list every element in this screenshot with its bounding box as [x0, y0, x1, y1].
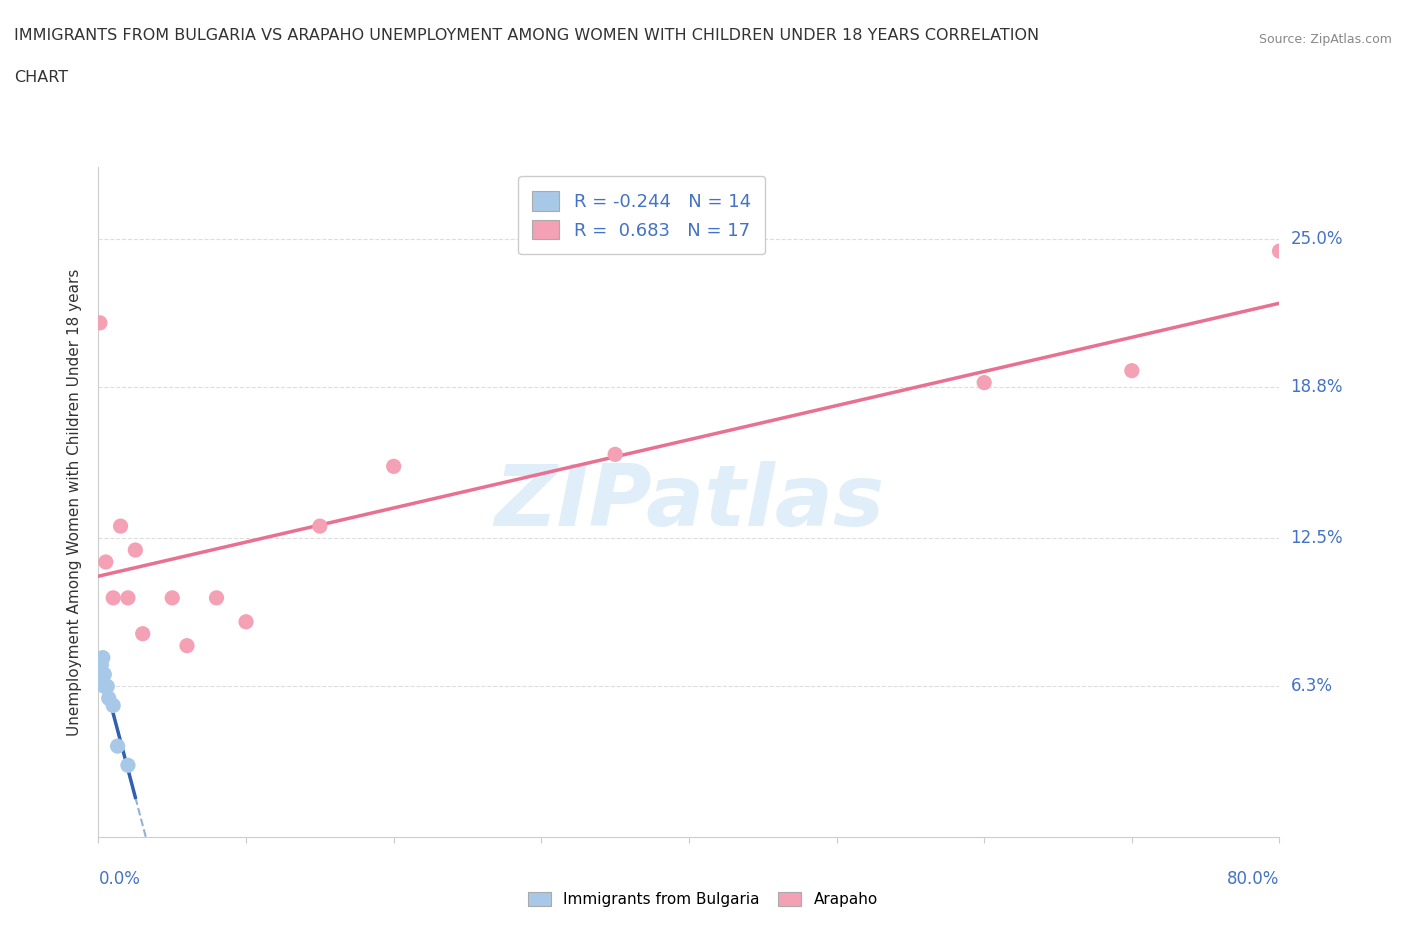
- Point: [117, 758, 139, 773]
- Point: [176, 638, 198, 653]
- Text: 18.8%: 18.8%: [1291, 379, 1343, 396]
- Legend: R = -0.244   N = 14, R =  0.683   N = 17: R = -0.244 N = 14, R = 0.683 N = 17: [517, 177, 765, 254]
- Point: [382, 458, 405, 473]
- Point: [89, 315, 111, 330]
- Point: [90, 667, 112, 682]
- Point: [93, 667, 115, 682]
- Point: [91, 650, 114, 665]
- Point: [1121, 364, 1143, 379]
- Text: 12.5%: 12.5%: [1291, 529, 1343, 547]
- Text: 25.0%: 25.0%: [1291, 230, 1343, 248]
- Point: [309, 519, 332, 534]
- Text: 80.0%: 80.0%: [1227, 870, 1279, 888]
- Point: [103, 591, 125, 605]
- Point: [117, 591, 139, 605]
- Legend: Immigrants from Bulgaria, Arapaho: Immigrants from Bulgaria, Arapaho: [522, 885, 884, 913]
- Point: [132, 626, 155, 641]
- Text: CHART: CHART: [14, 70, 67, 85]
- Point: [110, 519, 132, 534]
- Point: [973, 375, 995, 390]
- Point: [93, 679, 115, 694]
- Point: [94, 554, 117, 569]
- Point: [96, 679, 118, 694]
- Point: [90, 658, 112, 672]
- Y-axis label: Unemployment Among Women with Children Under 18 years: Unemployment Among Women with Children U…: [67, 269, 83, 736]
- Point: [97, 691, 120, 706]
- Point: [124, 542, 146, 557]
- Point: [205, 591, 228, 605]
- Point: [89, 658, 111, 672]
- Point: [162, 591, 183, 605]
- Point: [235, 615, 257, 630]
- Text: Source: ZipAtlas.com: Source: ZipAtlas.com: [1258, 33, 1392, 46]
- Point: [94, 679, 117, 694]
- Point: [605, 447, 627, 462]
- Text: ZIPatlas: ZIPatlas: [494, 460, 884, 544]
- Point: [103, 698, 125, 713]
- Point: [91, 667, 114, 682]
- Text: 0.0%: 0.0%: [98, 870, 141, 888]
- Point: [1268, 244, 1291, 259]
- Text: 6.3%: 6.3%: [1291, 677, 1333, 696]
- Text: IMMIGRANTS FROM BULGARIA VS ARAPAHO UNEMPLOYMENT AMONG WOMEN WITH CHILDREN UNDER: IMMIGRANTS FROM BULGARIA VS ARAPAHO UNEM…: [14, 28, 1039, 43]
- Point: [107, 738, 129, 753]
- Point: [89, 667, 111, 682]
